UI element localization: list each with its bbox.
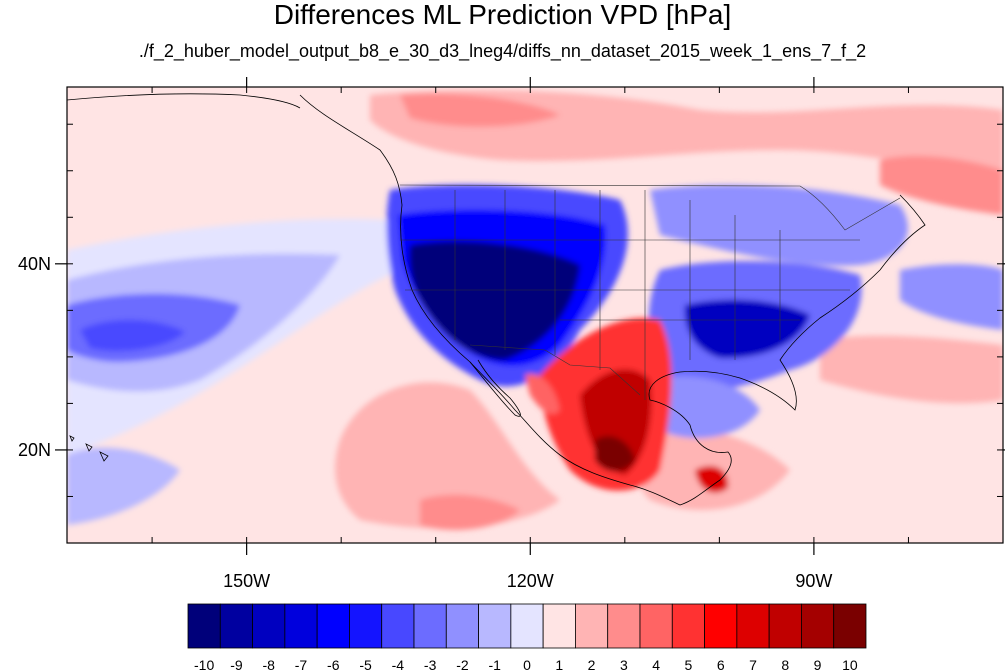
colorbar-label: -3	[424, 657, 437, 672]
colorbar-box	[736, 603, 770, 649]
colorbar: -10 -9 -8 -7 -6 -5 -4 -3 -2 -1 0 1 2 3 4 5 6 7 8 9 10	[187, 603, 867, 672]
colorbar-box	[381, 603, 415, 649]
alaska-coastline	[67, 93, 301, 109]
colorbar-box	[445, 603, 479, 649]
colorbar-box	[349, 603, 383, 649]
field-shading	[67, 90, 1003, 530]
colorbar-label: 4	[652, 657, 660, 672]
hawaii-islands	[69, 435, 109, 462]
colorbar-label: -2	[456, 657, 469, 672]
colorbar-box	[833, 603, 867, 649]
colorbar-box	[316, 603, 350, 649]
colorbar-label: 0	[523, 657, 531, 672]
colorbar-box	[219, 603, 253, 649]
coastlines	[67, 93, 926, 506]
colorbar-box	[575, 603, 609, 649]
lat-tick-label: 20N	[18, 440, 51, 460]
colorbar-box	[284, 603, 318, 649]
pacific-blue-band-deep	[80, 320, 185, 352]
colorbar-box	[510, 603, 544, 649]
plot-area	[67, 87, 1003, 543]
map-subtitle: ./f_2_huber_model_output_b8_e_30_d3_lneg…	[138, 41, 867, 61]
northeast-us-blue	[650, 185, 908, 266]
colorbar-box	[478, 603, 512, 649]
baja-peninsula-outline	[469, 359, 521, 417]
southeast-us-blue-core	[684, 299, 810, 359]
north-red-core	[400, 93, 560, 127]
northeast-red-patch	[880, 155, 1003, 215]
us-mexico-border	[469, 344, 641, 396]
subtropical-red-patch	[335, 382, 560, 529]
colorbar-label: -6	[327, 657, 340, 672]
colorbar-label: 7	[749, 657, 757, 672]
central-america-red	[695, 466, 729, 493]
colorbar-box	[639, 603, 673, 649]
colorbar-box	[607, 603, 641, 649]
lon-tick-label: 90W	[795, 571, 832, 591]
colorbar-box	[413, 603, 447, 649]
north-america-coastline	[299, 94, 926, 506]
colorbar-label: 10	[842, 657, 858, 672]
lon-tick-label: 150W	[223, 571, 270, 591]
mexico-red-deep	[595, 436, 635, 472]
colorbar-label: -7	[295, 657, 308, 672]
map-ticks: 150W 120W 90W 40N 20N	[18, 77, 1005, 591]
political-borders	[399, 184, 901, 400]
map-title: Differences ML Prediction VPD [hPa]	[273, 0, 732, 30]
west-us-blue-core	[409, 241, 580, 360]
colorbar-label: 6	[717, 657, 725, 672]
colorbar-label: -1	[488, 657, 501, 672]
colorbar-box	[187, 603, 221, 649]
colorbar-box	[671, 603, 705, 649]
subtropical-red-core	[420, 494, 520, 530]
colorbar-label: -10	[194, 657, 214, 672]
pacific-south-blue	[67, 447, 180, 525]
us-canada-border	[399, 184, 901, 231]
lat-tick-label: 40N	[18, 254, 51, 274]
colorbar-label: 3	[620, 657, 628, 672]
us-state-lines	[400, 190, 860, 400]
colorbar-label: 1	[555, 657, 563, 672]
colorbar-label: 5	[685, 657, 693, 672]
lon-tick-label: 120W	[507, 571, 554, 591]
plot-frame	[66, 86, 1004, 544]
colorbar-box	[542, 603, 576, 649]
colorbar-box	[801, 603, 835, 649]
baja-red-strip	[525, 374, 560, 415]
atlantic-red-patch	[820, 335, 1003, 404]
colorbar-label: 2	[588, 657, 596, 672]
colorbar-label: 9	[814, 657, 822, 672]
colorbar-box	[704, 603, 738, 649]
colorbar-label: -5	[359, 657, 372, 672]
colorbar-label: -9	[230, 657, 243, 672]
colorbar-label: 8	[781, 657, 789, 672]
gulf-blue-patch	[647, 376, 760, 439]
colorbar-box	[252, 603, 286, 649]
atlantic-blue-band	[900, 264, 1003, 330]
colorbar-label: -8	[262, 657, 275, 672]
colorbar-label: -4	[392, 657, 405, 672]
colorbar-box	[768, 603, 802, 649]
